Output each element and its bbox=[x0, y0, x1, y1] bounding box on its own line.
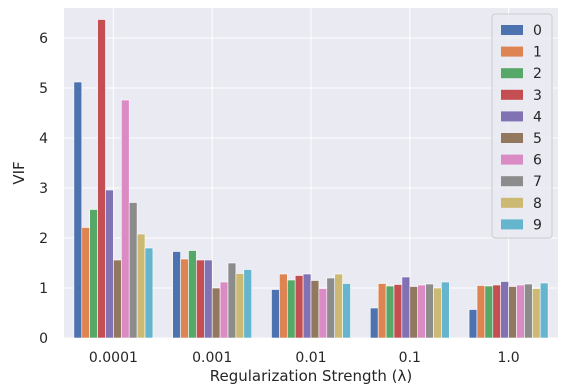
bar-series-4-0.01 bbox=[302, 273, 312, 339]
legend-label-9: 9 bbox=[533, 217, 542, 233]
bar-series-8-0.1 bbox=[433, 287, 442, 339]
bar-series-5-0.001 bbox=[211, 287, 221, 339]
bar-series-7-0.01 bbox=[326, 277, 336, 339]
legend-label-1: 1 bbox=[533, 45, 542, 61]
bar-series-0-0.01 bbox=[271, 289, 280, 339]
bar-series-9-0.0001 bbox=[144, 247, 154, 339]
x-tick-label: 0.0001 bbox=[89, 350, 138, 366]
x-tick-label: 0.01 bbox=[295, 350, 326, 366]
bar-series-2-0.01 bbox=[286, 279, 296, 339]
bar-series-5-0.0001 bbox=[113, 259, 122, 339]
legend-swatch-9 bbox=[501, 219, 523, 230]
y-tick-label: 3 bbox=[39, 181, 48, 197]
bar-series-1-1.0 bbox=[476, 285, 486, 339]
bar-series-2-1.0 bbox=[484, 285, 494, 339]
legend-label-3: 3 bbox=[533, 88, 542, 104]
bar-series-3-0.001 bbox=[196, 259, 205, 339]
bar-series-1-0.001 bbox=[180, 258, 189, 339]
bar-series-2-0.001 bbox=[188, 250, 197, 339]
bar-series-5-0.01 bbox=[310, 280, 320, 339]
bar-series-5-1.0 bbox=[508, 286, 517, 339]
bar-series-4-1.0 bbox=[500, 281, 509, 339]
y-tick-label: 6 bbox=[39, 31, 48, 47]
legend-swatch-4 bbox=[501, 111, 523, 122]
bar-series-6-0.0001 bbox=[121, 99, 130, 339]
x-tick-label: 1.0 bbox=[497, 350, 519, 366]
bar-series-1-0.0001 bbox=[81, 227, 90, 339]
y-tick-label: 1 bbox=[39, 281, 48, 297]
bar-series-4-0.0001 bbox=[105, 189, 114, 339]
bar-series-8-0.01 bbox=[334, 273, 343, 339]
bar-series-8-0.001 bbox=[235, 273, 245, 339]
legend-label-6: 6 bbox=[533, 153, 542, 169]
bar-series-4-0.001 bbox=[203, 259, 213, 339]
bar-series-9-1.0 bbox=[539, 282, 549, 339]
x-axis-ticks: 0.0001 0.001 0.01 0.1 1.0 bbox=[89, 350, 520, 366]
legend-label-7: 7 bbox=[533, 174, 542, 190]
bar-series-7-0.001 bbox=[227, 262, 237, 339]
bar-series-2-0.0001 bbox=[89, 209, 98, 339]
legend: 0 1 2 3 4 5 6 7 8 9 bbox=[491, 13, 553, 239]
legend-label-2: 2 bbox=[533, 66, 542, 82]
bar-series-0-1.0 bbox=[468, 309, 478, 339]
legend-swatch-8 bbox=[501, 197, 523, 208]
legend-label-8: 8 bbox=[533, 196, 542, 212]
bar-series-9-0.1 bbox=[441, 281, 450, 339]
legend-swatch-2 bbox=[501, 68, 523, 79]
bar-series-4-0.1 bbox=[401, 276, 411, 339]
legend-label-4: 4 bbox=[533, 109, 542, 125]
legend-swatch-7 bbox=[501, 176, 523, 187]
bar-series-7-1.0 bbox=[524, 283, 533, 339]
bar-series-1-0.1 bbox=[377, 283, 387, 339]
x-tick-label: 0.001 bbox=[192, 350, 232, 366]
bar-series-9-0.01 bbox=[342, 283, 351, 339]
y-tick-label: 5 bbox=[39, 81, 48, 97]
bar-series-2-0.1 bbox=[385, 285, 395, 339]
legend-label-0: 0 bbox=[533, 23, 542, 39]
bar-series-7-0.0001 bbox=[128, 202, 138, 339]
bar-series-5-0.1 bbox=[409, 286, 419, 339]
y-axis-label: VIF bbox=[10, 161, 28, 184]
bar-series-3-0.0001 bbox=[97, 19, 106, 339]
legend-swatch-0 bbox=[501, 25, 523, 35]
legend-swatch-6 bbox=[501, 154, 523, 165]
x-tick-label: 0.1 bbox=[399, 350, 421, 366]
bar-series-0-0.1 bbox=[369, 307, 379, 339]
y-tick-label: 0 bbox=[39, 331, 48, 347]
bar-series-0-0.0001 bbox=[73, 81, 83, 339]
bars-group bbox=[73, 19, 549, 339]
legend-swatch-5 bbox=[501, 133, 523, 143]
legend-swatch-1 bbox=[501, 46, 523, 57]
y-tick-label: 2 bbox=[39, 231, 48, 247]
bar-series-3-1.0 bbox=[492, 284, 501, 339]
bar-series-6-0.001 bbox=[219, 281, 229, 339]
bar-series-3-0.1 bbox=[393, 284, 403, 339]
bar-series-8-1.0 bbox=[532, 288, 541, 339]
bar-series-1-0.01 bbox=[279, 273, 288, 339]
legend-label-5: 5 bbox=[533, 131, 542, 147]
bar-series-8-0.0001 bbox=[136, 233, 146, 339]
bar-series-6-0.01 bbox=[318, 288, 328, 339]
bar-series-0-0.001 bbox=[172, 251, 181, 339]
legend-swatch-3 bbox=[501, 89, 523, 100]
y-tick-label: 4 bbox=[39, 131, 48, 147]
bar-series-3-0.01 bbox=[294, 275, 304, 339]
x-axis-label: Regularization Strength (λ) bbox=[210, 367, 413, 385]
bar-series-6-0.1 bbox=[417, 284, 426, 339]
bar-series-6-1.0 bbox=[516, 284, 525, 339]
y-axis-ticks: 0 1 2 3 4 5 6 bbox=[39, 31, 48, 347]
bar-series-7-0.1 bbox=[425, 283, 434, 339]
bar-series-9-0.001 bbox=[243, 269, 253, 339]
